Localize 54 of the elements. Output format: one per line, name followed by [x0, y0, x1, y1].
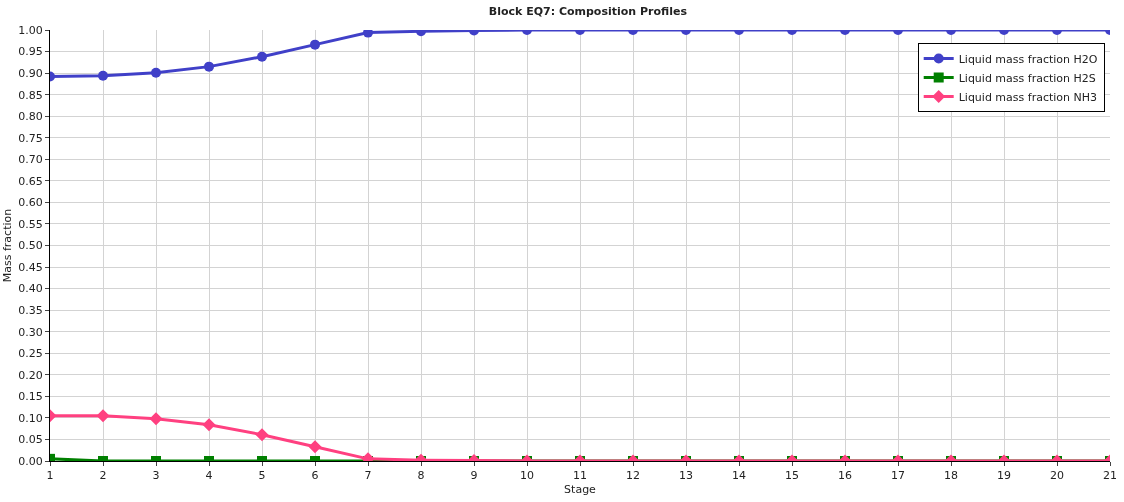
point [363, 30, 373, 38]
x-tick-label: 8 [417, 469, 425, 483]
x-tick-label: 1 [46, 469, 54, 483]
x-tick-label: 4 [205, 469, 213, 483]
y-tick-label: 0.60 [18, 196, 43, 210]
x-tick-label: 20 [1050, 469, 1064, 483]
x-tick-label: 10 [520, 469, 534, 483]
y-tick-label: 1.00 [18, 23, 43, 37]
y-tick-label: 0.50 [18, 239, 43, 253]
x-tick-label: 14 [732, 469, 746, 483]
x-tick-label: 21 [1103, 469, 1117, 483]
y-tick-label: 0.95 [18, 45, 43, 59]
legend-label: Liquid mass fraction NH3 [958, 90, 1098, 104]
chart-title: Block EQ7: Composition Profiles [488, 5, 688, 19]
y-tick-label: 0.25 [18, 347, 43, 361]
point [257, 51, 267, 62]
x-tick-label: 7 [364, 469, 372, 483]
y-tick-label: 0.10 [18, 411, 43, 425]
y-tick-label: 0.65 [18, 174, 43, 188]
legend-label: Liquid mass fraction H2O [958, 52, 1098, 66]
y-tick-label: 0.70 [18, 153, 43, 167]
y-tick-label: 0.15 [18, 390, 43, 404]
x-tick-label: 2 [99, 469, 107, 483]
y-tick-label: 0.40 [18, 282, 43, 296]
y-tick-label: 0.55 [18, 217, 43, 231]
y-tick-label: 0.85 [18, 88, 43, 102]
x-tick-label: 5 [258, 469, 266, 483]
x-tick-label: 16 [838, 469, 852, 483]
point [204, 61, 214, 72]
legend-label: Liquid mass fraction H2S [958, 71, 1096, 85]
point [151, 67, 161, 78]
x-tick-label: 13 [679, 469, 693, 483]
point [310, 39, 320, 50]
x-tick-label: 15 [785, 469, 799, 483]
y-tick-label: 0.20 [18, 368, 43, 382]
y-tick-label: 0.75 [18, 131, 43, 145]
x-axis-title: Stage [564, 483, 597, 497]
x-tick-label: 18 [944, 469, 958, 483]
x-tick-label: 3 [152, 469, 160, 483]
y-tick-label: 0.00 [18, 454, 43, 468]
y-tick-label: 0.45 [18, 260, 43, 274]
x-tick-label: 12 [626, 469, 640, 483]
x-tick-label: 11 [573, 469, 587, 483]
x-tick-label: 17 [891, 469, 905, 483]
y-tick-label: 0.90 [18, 66, 43, 80]
y-axis-title: Mass fraction [0, 208, 14, 283]
y-tick-label: 0.35 [18, 304, 43, 317]
x-tick-label: 9 [470, 469, 478, 483]
x-tick-label: 19 [997, 469, 1011, 483]
x-tick-label: 6 [311, 469, 319, 483]
point [98, 70, 108, 81]
y-tick-label: 0.05 [18, 433, 43, 447]
y-tick-label: 0.30 [18, 325, 43, 339]
y-tick-label: 0.80 [18, 110, 43, 124]
